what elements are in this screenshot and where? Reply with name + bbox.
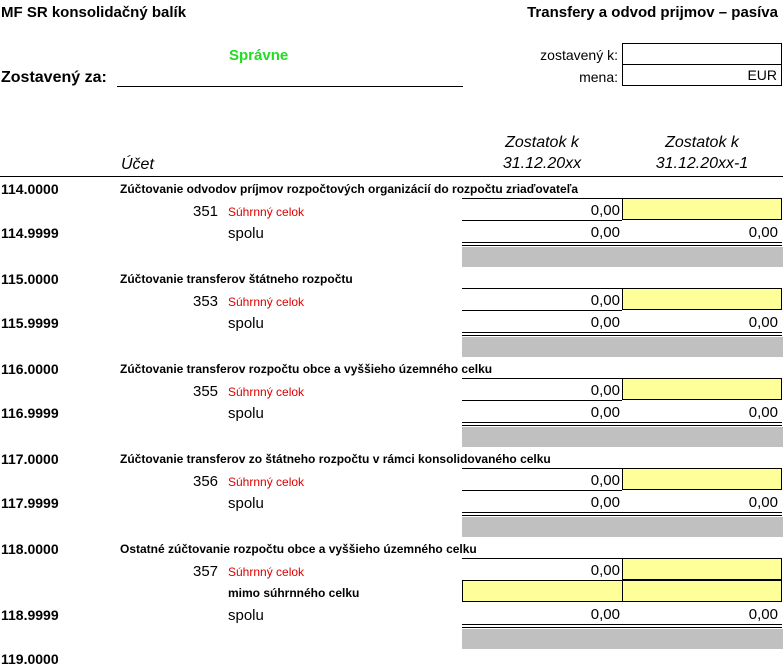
zostaveny-za-input[interactable]: [117, 86, 463, 87]
extra-row-label: mimo súhrnného celku: [228, 586, 360, 600]
header-divider: [0, 176, 783, 177]
gray-separator: [462, 247, 783, 267]
divider: [462, 515, 782, 516]
sub-account-label: Súhrnný celok: [228, 205, 305, 219]
mena-value: EUR: [747, 67, 777, 83]
sub-account-label: Súhrnný celok: [228, 295, 305, 309]
divider: [462, 425, 782, 426]
sub-account-label: Súhrnný celok: [228, 385, 305, 399]
zostaveny-k-input[interactable]: [622, 43, 782, 65]
sub-account-number: 351: [193, 203, 219, 220]
gray-separator: [462, 337, 783, 357]
mena-input[interactable]: EUR: [622, 64, 782, 86]
account-title: Zúčtovanie transferov štátneho rozpočtu: [120, 272, 353, 286]
col1-header-line2: 31.12.20xx: [502, 155, 582, 172]
account-code: 117.0000: [1, 451, 59, 467]
account-code: 118.0000: [1, 541, 59, 557]
sub-account-value[interactable]: 0,00: [590, 562, 620, 579]
sub-account-value[interactable]: 0,00: [590, 382, 620, 399]
divider: [462, 490, 622, 491]
status-correct: Správne: [229, 47, 289, 64]
account-code: 114.0000: [1, 181, 59, 197]
total-label: spolu: [228, 495, 264, 512]
total-value-current: 0,00: [590, 314, 620, 331]
divider: [462, 422, 782, 423]
total-code: 118.9999: [1, 607, 59, 623]
gray-separator: [462, 629, 783, 649]
sub-account-number: 355: [193, 383, 219, 400]
total-label: spolu: [228, 225, 264, 242]
total-value-current: 0,00: [590, 404, 620, 421]
total-value-prior: 0,00: [748, 224, 778, 241]
divider: [462, 310, 622, 311]
divider: [462, 242, 782, 243]
zostaveny-za-label: Zostavený za:: [1, 69, 107, 86]
divider: [462, 558, 622, 559]
divider: [462, 198, 622, 199]
total-value-current: 0,00: [590, 494, 620, 511]
divider: [462, 627, 782, 628]
total-value-prior: 0,00: [748, 404, 778, 421]
prior-year-input[interactable]: [622, 198, 782, 220]
sub-account-label: Súhrnný celok: [228, 565, 305, 579]
divider: [462, 400, 622, 401]
prior-year-input[interactable]: [622, 558, 782, 580]
total-value-prior: 0,00: [748, 314, 778, 331]
account-code-partial: 119.0000: [1, 651, 59, 667]
total-value-current: 0,00: [590, 606, 620, 623]
divider: [462, 512, 782, 513]
divider: [462, 468, 622, 469]
col2-header-line1: Zostatok k: [665, 134, 739, 151]
gray-separator: [462, 517, 783, 537]
account-code: 115.0000: [1, 271, 59, 287]
sheet-title: Transfery a odvod prijmov – pasíva: [527, 4, 778, 21]
sub-account-label: Súhrnný celok: [228, 475, 305, 489]
total-value-current: 0,00: [590, 224, 620, 241]
sub-account-number: 356: [193, 473, 219, 490]
report-title: MF SR konsolidačný balík: [1, 4, 187, 21]
ucet-header: Účet: [121, 156, 154, 173]
sub-account-number: 357: [193, 563, 219, 580]
sub-account-value[interactable]: 0,00: [590, 202, 620, 219]
total-label: spolu: [228, 405, 264, 422]
prior-year-input[interactable]: [622, 468, 782, 490]
col2-header-line2: 31.12.20xx-1: [655, 155, 749, 172]
sub-account-number: 353: [193, 293, 219, 310]
zostaveny-k-label: zostavený k:: [540, 47, 618, 63]
total-value-prior: 0,00: [748, 494, 778, 511]
total-value-prior: 0,00: [748, 606, 778, 623]
prior-year-input[interactable]: [622, 378, 782, 400]
divider: [462, 220, 622, 221]
total-label: spolu: [228, 607, 264, 624]
divider: [462, 332, 782, 333]
account-title: Ostatné zúčtovanie rozpočtu obce a vyšši…: [120, 542, 477, 556]
extra-current-input[interactable]: [462, 580, 623, 602]
account-title: Zúčtovanie transferov zo štátneho rozpoč…: [120, 452, 551, 466]
divider: [462, 335, 782, 336]
total-label: spolu: [228, 315, 264, 332]
account-code: 116.0000: [1, 361, 59, 377]
total-code: 116.9999: [1, 405, 59, 421]
extra-prior-input[interactable]: [622, 580, 782, 602]
account-title: Zúčtovanie transferov rozpočtu obce a vy…: [120, 362, 493, 376]
col1-header-line1: Zostatok k: [505, 134, 579, 151]
divider: [462, 245, 782, 246]
gray-separator: [462, 427, 783, 447]
sub-account-value[interactable]: 0,00: [590, 292, 620, 309]
account-title: Zúčtovanie odvodov príjmov rozpočtových …: [120, 182, 578, 196]
prior-year-input[interactable]: [622, 288, 782, 310]
total-code: 114.9999: [1, 225, 59, 241]
divider: [462, 378, 622, 379]
total-code: 115.9999: [1, 315, 59, 331]
total-code: 117.9999: [1, 495, 59, 511]
mena-label: mena:: [579, 69, 618, 85]
divider: [462, 288, 622, 289]
sub-account-value[interactable]: 0,00: [590, 472, 620, 489]
divider: [462, 624, 782, 625]
